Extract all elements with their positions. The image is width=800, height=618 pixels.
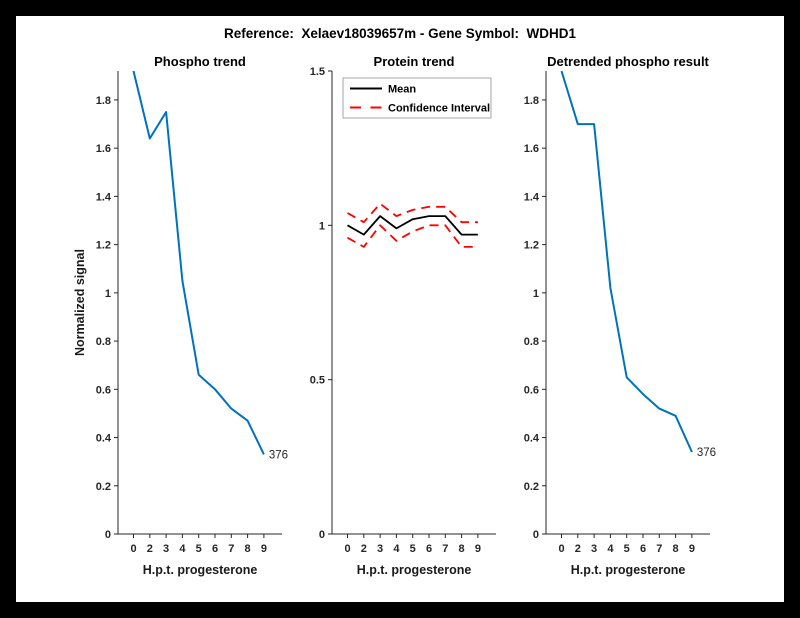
legend-box (342, 77, 492, 119)
y-tick-label: 0.4 (96, 433, 112, 445)
y-tick-label: 1.5 (310, 66, 325, 78)
y-tick-label: 1.8 (524, 95, 539, 107)
x-tick-label: 9 (261, 543, 267, 555)
x-tick-label: 0 (130, 543, 136, 555)
y-tick-label: 0.6 (96, 384, 111, 396)
ci-lower-line (347, 224, 478, 248)
y-tick-label: 0.5 (310, 375, 325, 387)
figure-title: Reference: Xelaev18039657m - Gene Symbol… (224, 26, 576, 41)
trend-line (560, 70, 693, 453)
y-tick-label: 0.8 (96, 336, 111, 348)
y-tick-label: 1.4 (524, 191, 540, 203)
x-tick-label: 8 (245, 543, 251, 555)
x-tick-label: 4 (393, 543, 400, 555)
x-tick-label: 2 (361, 543, 367, 555)
x-tick-label: 3 (591, 543, 597, 555)
axes-spines-panel-1 (117, 71, 282, 535)
x-tick-label: 7 (656, 543, 662, 555)
x-tick-label: 8 (459, 543, 465, 555)
y-tick-label: 0.8 (524, 336, 539, 348)
y-tick-label: 0.6 (524, 384, 539, 396)
axes-spines-panel-2 (331, 71, 496, 535)
x-axis-label: H.p.t. progesterone (571, 563, 686, 577)
x-tick-label: 4 (607, 543, 614, 555)
y-tick-label: 1.2 (96, 240, 111, 252)
x-tick-label: 3 (163, 543, 169, 555)
legend-label: Confidence Interval (388, 103, 490, 115)
panel-title: Phospho trend (154, 54, 246, 69)
x-tick-label: 5 (196, 543, 202, 555)
y-tick-label: 0.2 (524, 481, 539, 493)
x-tick-label: 0 (344, 543, 350, 555)
x-tick-label: 2 (147, 543, 153, 555)
mean-line (347, 215, 478, 236)
x-tick-label: 6 (426, 543, 432, 555)
x-tick-label: 9 (475, 543, 481, 555)
x-tick-label: 3 (377, 543, 383, 555)
y-tick-label: 1 (319, 220, 325, 232)
y-tick-label: 0 (105, 529, 111, 541)
x-tick-label: 8 (673, 543, 679, 555)
x-tick-label: 9 (689, 543, 695, 555)
series-end-label: 376 (697, 447, 716, 459)
y-tick-label: 0 (533, 529, 539, 541)
y-tick-label: 0 (319, 529, 325, 541)
plots-svg: 00.20.40.60.811.21.41.61.80 2 3 4 5 6 7 8 9Phosp… (73, 54, 716, 577)
ci-upper-line (347, 202, 478, 224)
x-tick-label: 6 (212, 543, 218, 555)
x-axis-label: H.p.t. progesterone (357, 563, 472, 577)
panel-title: Detrended phospho result (547, 54, 709, 69)
y-tick-label: 1.2 (524, 240, 539, 252)
y-tick-label: 1.6 (96, 143, 111, 155)
y-tick-label: 1.4 (96, 191, 112, 203)
y-tick-label: 1 (533, 288, 539, 300)
x-tick-label: 7 (228, 543, 234, 555)
y-tick-label: 1.6 (524, 143, 539, 155)
legend-label: Mean (388, 84, 416, 96)
series-end-label: 376 (269, 449, 288, 461)
x-tick-label: 2 (575, 543, 581, 555)
x-tick-label: 6 (640, 543, 646, 555)
axes-spines-panel-3 (545, 71, 710, 535)
y-axis-label: Normalized signal (73, 249, 87, 356)
x-tick-label: 5 (624, 543, 630, 555)
y-tick-label: 0.4 (524, 433, 540, 445)
y-tick-label: 1.8 (96, 95, 111, 107)
figure-canvas: Reference: Xelaev18039657m - Gene Symbol… (16, 16, 784, 602)
x-tick-label: 0 (558, 543, 564, 555)
x-tick-label: 7 (442, 543, 448, 555)
trend-line (132, 70, 265, 455)
x-axis-label: H.p.t. progesterone (143, 563, 258, 577)
y-tick-label: 0.2 (96, 481, 111, 493)
y-tick-label: 1 (105, 288, 111, 300)
x-tick-label: 5 (410, 543, 416, 555)
panel-title: Protein trend (374, 54, 455, 69)
x-tick-label: 4 (179, 543, 186, 555)
